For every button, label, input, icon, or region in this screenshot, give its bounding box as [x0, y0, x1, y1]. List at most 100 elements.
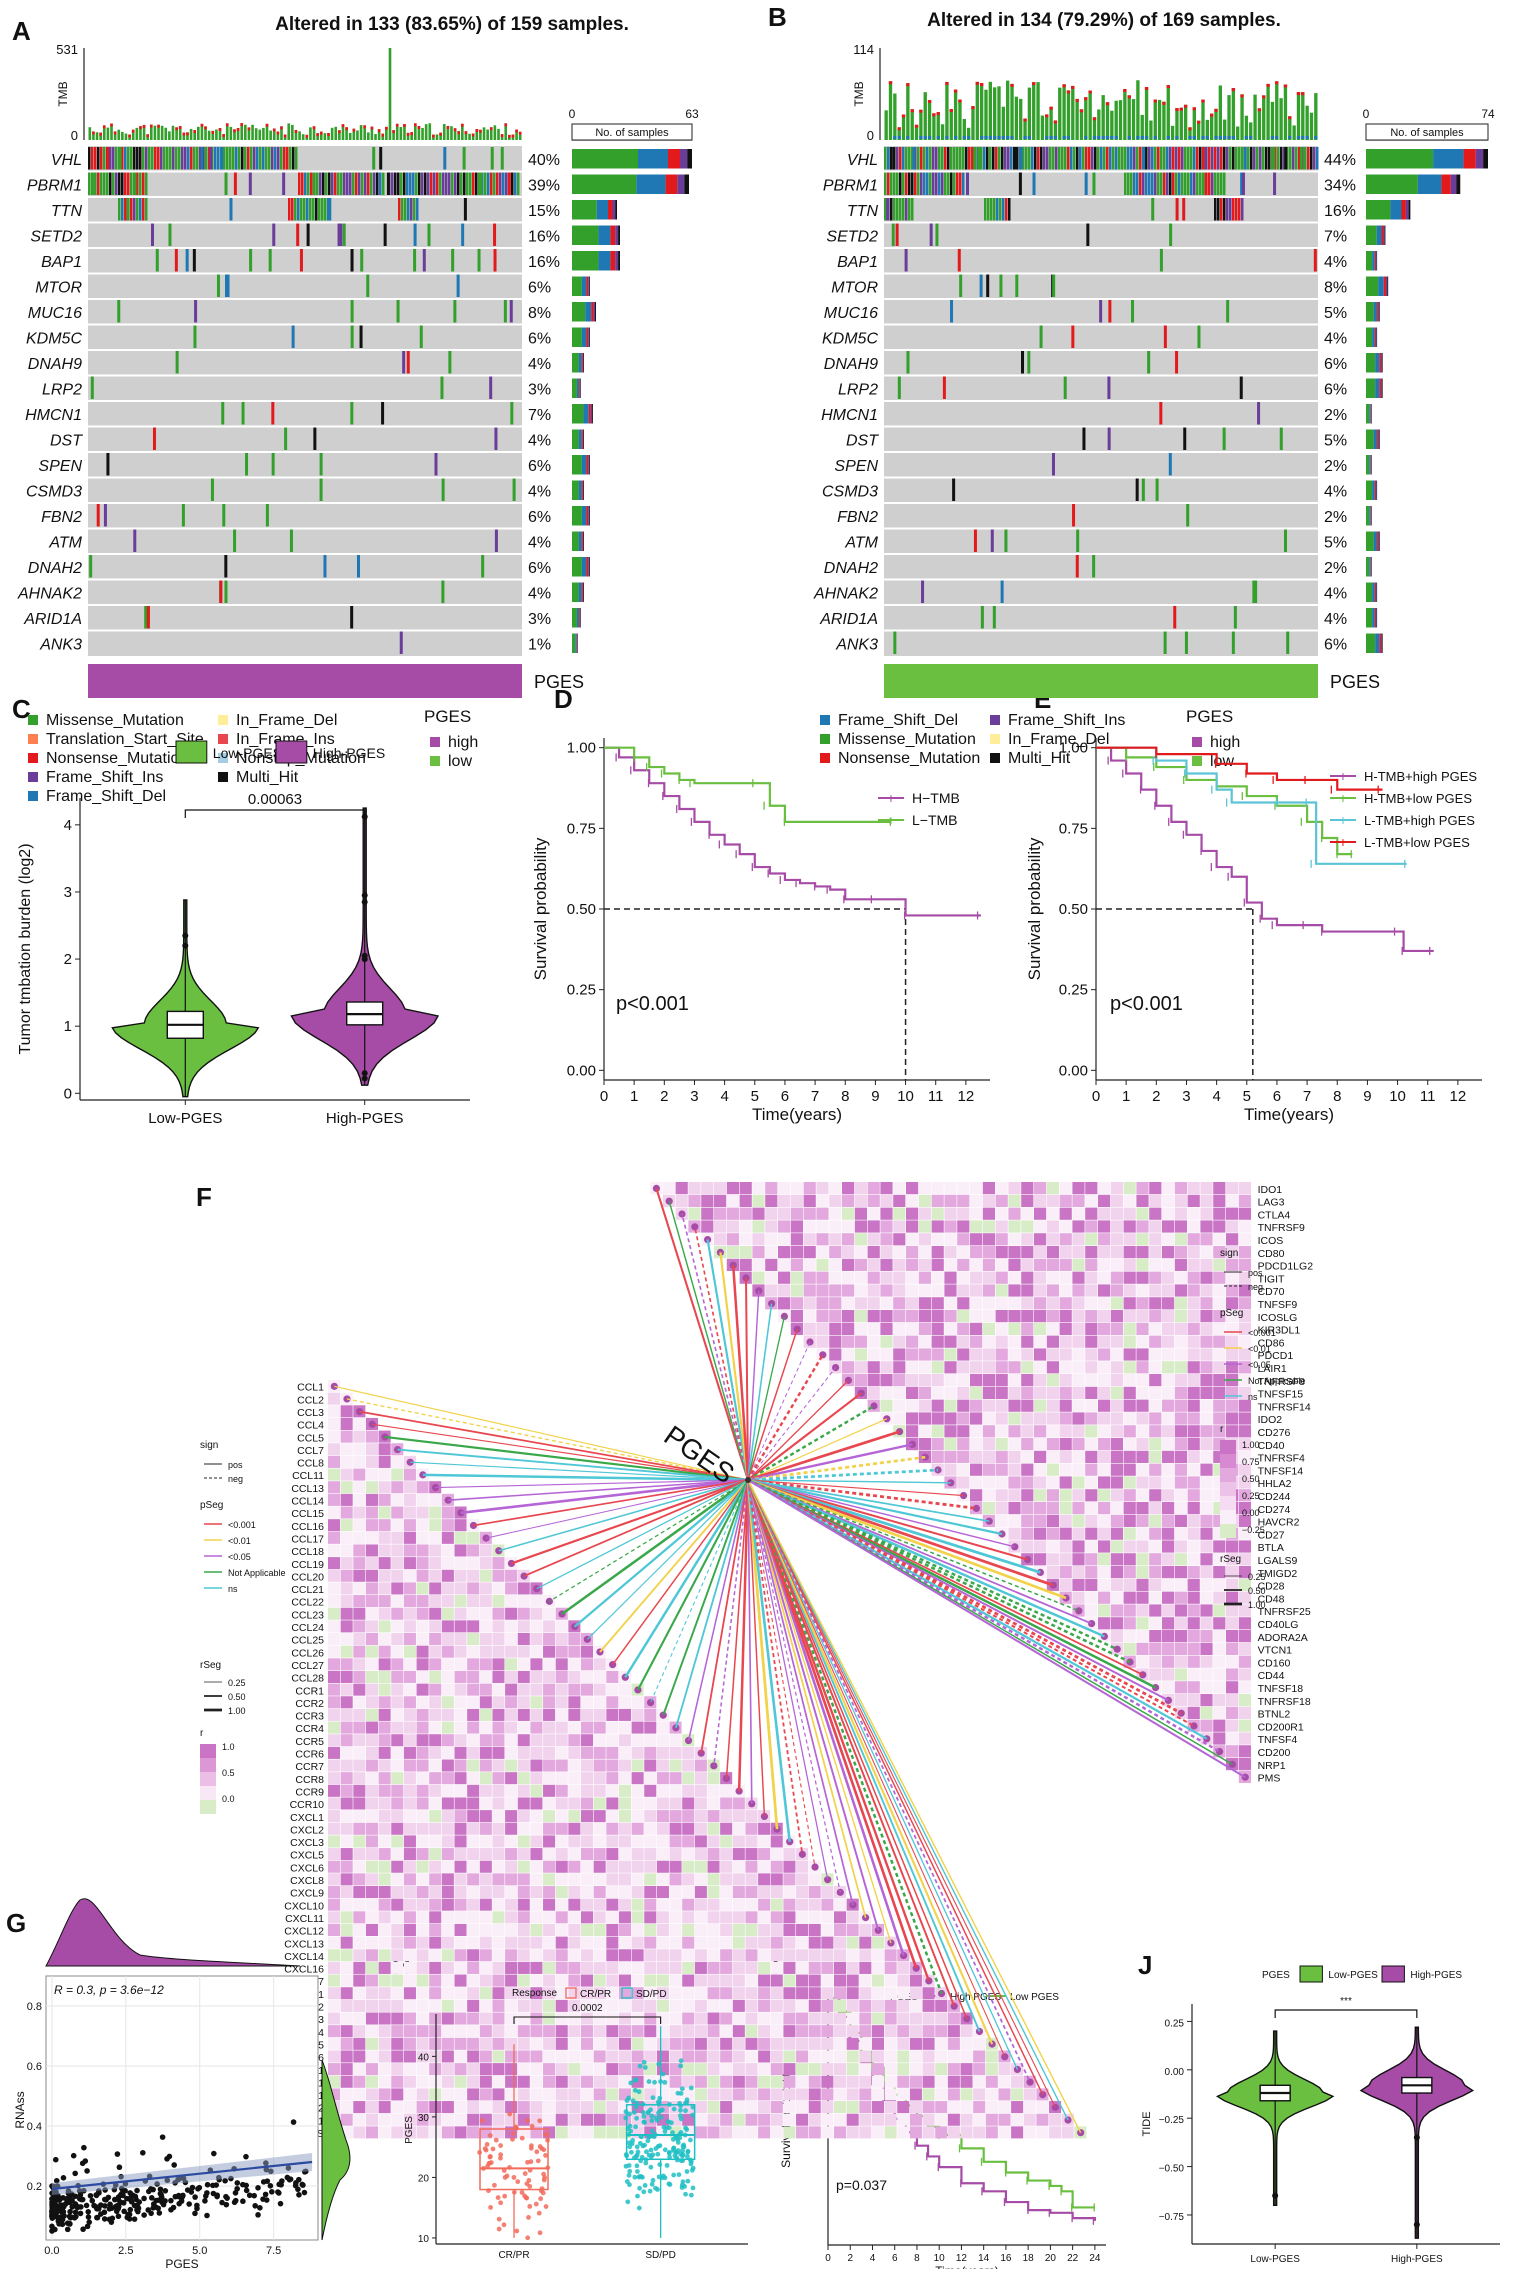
heatmap-cell [1098, 1194, 1111, 1207]
heatmap-cell [340, 1999, 353, 2012]
heatmap-cell [467, 1936, 480, 1949]
heatmap-cell [644, 1759, 657, 1772]
heatmap-cell [1098, 1297, 1111, 1310]
heatmap-cell [1238, 1591, 1251, 1604]
heatmap-cell [694, 1911, 707, 1924]
mutation-cell [973, 147, 977, 170]
heatmap-cell [656, 1987, 669, 2000]
mutation-cell [272, 223, 276, 246]
heatmap-cell [778, 1220, 791, 1233]
heatmap-cell [970, 1284, 983, 1297]
tmb-bar-cap [888, 81, 893, 85]
heatmap-cell [1238, 1450, 1251, 1463]
heatmap-cell [1174, 1438, 1187, 1451]
heatmap-cell [1226, 1591, 1239, 1604]
heatmap-cell [1238, 1604, 1251, 1617]
heatmap-cell [581, 1658, 594, 1671]
heatmap-cell [1046, 1194, 1059, 1207]
mutation-cell [1283, 147, 1286, 170]
heatmap-cell [770, 1987, 783, 2000]
heatmap-cell [606, 1911, 619, 1924]
heatmap-cell [1008, 1246, 1021, 1259]
tmb-bar [1040, 115, 1045, 140]
heatmap-cell [479, 1860, 492, 1873]
heatmap-cell [340, 1873, 353, 1886]
heatmap-cell [416, 1481, 429, 1494]
heatmap-cell [803, 1207, 816, 1220]
gene-percent: 7% [1324, 229, 1347, 246]
freq-bar-segment [572, 480, 579, 500]
heatmap-cell [859, 1974, 872, 1987]
mutation-cell [284, 427, 288, 450]
heatmap-cell [391, 1519, 404, 1532]
heatmap-cell [1136, 1527, 1149, 1540]
freq-bar-segment [1384, 225, 1386, 245]
mutation-cell [434, 453, 438, 476]
upper-gene-label: IDO2 [1258, 1414, 1283, 1426]
legend-swatch [218, 734, 228, 744]
heatmap-cell [1059, 1310, 1072, 1323]
mutation-cell [502, 172, 505, 195]
legend-label: Low PGES [1010, 1992, 1059, 2003]
mutation-cell [1181, 147, 1184, 170]
freq-bar-segment [608, 200, 613, 220]
heatmap-cell [669, 1772, 682, 1785]
freq-bar-segment [1366, 582, 1373, 602]
heatmap-cell [365, 1683, 378, 1696]
heatmap-cell [1213, 1194, 1226, 1207]
mutation-cell [1127, 172, 1130, 195]
tmb-bar-cap [312, 126, 316, 130]
heatmap-cell [391, 1645, 404, 1658]
heatmap-cell [682, 1810, 695, 1823]
heatmap-cell [906, 1194, 919, 1207]
heatmap-cell [1187, 1604, 1200, 1617]
mutation-cell [350, 325, 354, 348]
heatmap-cell [935, 2050, 948, 2063]
mutation-cell [1061, 147, 1064, 170]
tmb-bar-cap [1275, 81, 1279, 85]
heatmap-cell [441, 1557, 454, 1570]
heatmap-cell [391, 2088, 404, 2101]
heatmap-cell [783, 1987, 796, 2000]
heatmap-cell [479, 1949, 492, 1962]
mutation-cell [887, 172, 890, 195]
heatmap-cell [1023, 2101, 1036, 2114]
heatmap-cell [593, 1810, 606, 1823]
heatmap-cell [1046, 1335, 1059, 1348]
heatmap-cell [429, 2063, 442, 2076]
heatmap-cell [1046, 1322, 1059, 1335]
mutation-cell [1018, 172, 1022, 195]
heatmap-cell [931, 1374, 944, 1387]
heatmap-cell [790, 1271, 803, 1284]
tmb-bar [475, 128, 479, 140]
heatmap-cell [918, 1361, 931, 1374]
heatmap-cell [957, 1271, 970, 1284]
heatmap-cell [378, 1999, 391, 2012]
heatmap-cell [353, 1633, 366, 1646]
heatmap-cell [1085, 1284, 1098, 1297]
heatmap-cell [656, 1898, 669, 1911]
heatmap-cell [1021, 1425, 1034, 1438]
mutation-cell [106, 147, 110, 170]
lower-gene-label: CCL17 [291, 1533, 324, 1545]
heatmap-cell [906, 1322, 919, 1335]
gene-label: DST [846, 433, 879, 450]
mutation-cell [118, 147, 122, 170]
heatmap-cell [783, 1860, 796, 1873]
legend-variant-label: In_Frame_Ins [236, 731, 335, 748]
mutation-cell [1252, 580, 1256, 603]
heatmap-cell [517, 1860, 530, 1873]
mutation-cell [984, 198, 987, 221]
heatmap-cell [631, 1898, 644, 1911]
mutation-cell [460, 172, 463, 195]
tmb-bar-cap [1166, 85, 1170, 89]
heatmap-cell [505, 2037, 518, 2050]
heatmap-cell [656, 1923, 669, 1936]
heatmap-cell [416, 1620, 429, 1633]
heatmap-cell [644, 1987, 657, 2000]
heatmap-cell [328, 1949, 341, 1962]
heatmap-cell [631, 1911, 644, 1924]
freq-bar-segment [1370, 506, 1372, 526]
heatmap-cell [328, 2063, 341, 2076]
lower-gene-label: CCL1 [297, 1382, 324, 1394]
